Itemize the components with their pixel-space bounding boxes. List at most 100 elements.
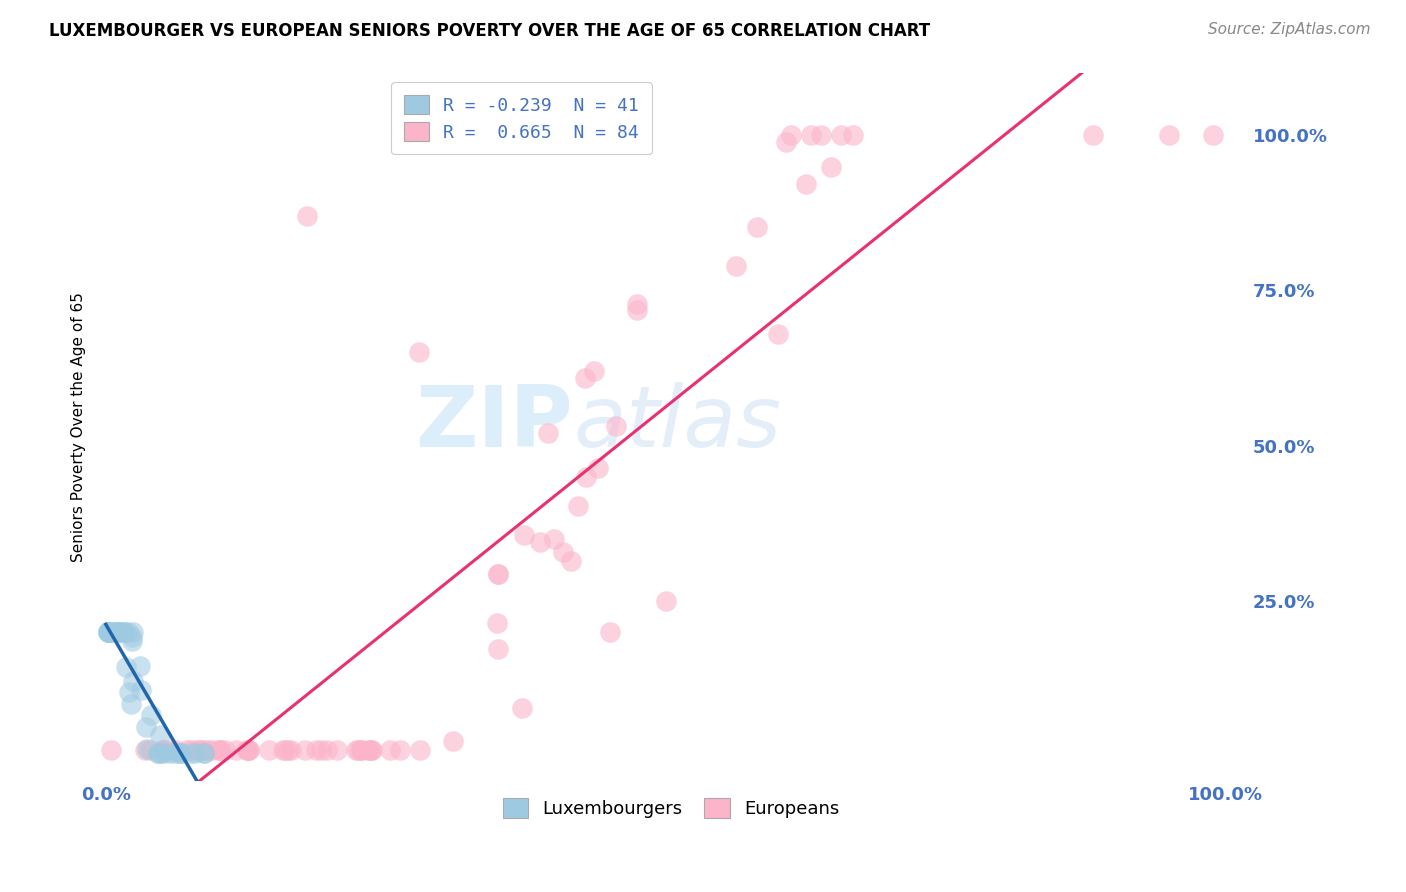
Point: [1202, 128, 1225, 142]
Point: [486, 566, 509, 581]
Point: [325, 743, 347, 757]
Point: [409, 743, 432, 757]
Point: [350, 743, 373, 757]
Point: [97, 624, 120, 639]
Point: [654, 594, 676, 608]
Point: [794, 177, 817, 191]
Point: [575, 470, 598, 484]
Point: [309, 743, 332, 757]
Point: [277, 743, 299, 757]
Point: [97, 624, 120, 639]
Point: [626, 302, 648, 317]
Point: [800, 128, 823, 142]
Point: [512, 528, 534, 542]
Point: [357, 743, 380, 757]
Point: [188, 743, 211, 757]
Point: [107, 624, 129, 639]
Point: [165, 743, 187, 757]
Point: [169, 746, 191, 760]
Point: [107, 624, 129, 639]
Point: [193, 746, 215, 760]
Text: ZIP: ZIP: [415, 382, 574, 465]
Point: [193, 746, 215, 760]
Point: [842, 128, 865, 142]
Point: [148, 746, 170, 760]
Point: [121, 634, 143, 648]
Point: [486, 615, 509, 630]
Point: [408, 345, 430, 359]
Point: [135, 720, 157, 734]
Point: [543, 532, 565, 546]
Point: [441, 733, 464, 747]
Point: [118, 685, 141, 699]
Point: [361, 743, 384, 757]
Point: [170, 746, 193, 760]
Point: [184, 746, 207, 760]
Point: [152, 746, 174, 760]
Point: [152, 743, 174, 757]
Point: [724, 259, 747, 273]
Point: [567, 499, 589, 513]
Point: [280, 743, 302, 757]
Point: [121, 624, 143, 639]
Point: [121, 630, 143, 644]
Point: [236, 743, 259, 757]
Point: [197, 743, 219, 757]
Point: [574, 371, 596, 385]
Point: [117, 624, 139, 639]
Point: [486, 642, 509, 657]
Point: [107, 624, 129, 639]
Point: [180, 746, 202, 760]
Point: [238, 743, 260, 757]
Point: [560, 554, 582, 568]
Point: [486, 566, 509, 581]
Point: [214, 743, 236, 757]
Point: [380, 743, 402, 757]
Point: [1159, 128, 1181, 142]
Point: [111, 624, 134, 639]
Point: [176, 743, 198, 757]
Point: [129, 683, 152, 698]
Point: [588, 460, 610, 475]
Point: [350, 743, 373, 757]
Point: [97, 624, 120, 639]
Point: [305, 743, 328, 757]
Point: [271, 743, 294, 757]
Point: [257, 743, 280, 757]
Point: [184, 743, 207, 757]
Point: [169, 746, 191, 760]
Point: [188, 743, 211, 757]
Point: [100, 743, 122, 757]
Point: [134, 743, 156, 757]
Point: [780, 128, 803, 142]
Point: [112, 624, 135, 639]
Point: [766, 326, 789, 341]
Point: [297, 209, 319, 223]
Text: LUXEMBOURGER VS EUROPEAN SENIORS POVERTY OVER THE AGE OF 65 CORRELATION CHART: LUXEMBOURGER VS EUROPEAN SENIORS POVERTY…: [49, 22, 931, 40]
Point: [536, 425, 558, 440]
Point: [316, 743, 339, 757]
Point: [830, 128, 852, 142]
Point: [160, 743, 183, 757]
Point: [115, 660, 138, 674]
Point: [209, 743, 232, 757]
Point: [200, 743, 222, 757]
Point: [820, 160, 842, 174]
Text: Source: ZipAtlas.com: Source: ZipAtlas.com: [1208, 22, 1371, 37]
Point: [153, 743, 176, 757]
Point: [179, 743, 201, 757]
Point: [105, 624, 128, 639]
Point: [553, 545, 575, 559]
Point: [236, 743, 259, 757]
Point: [128, 659, 150, 673]
Point: [582, 364, 605, 378]
Point: [139, 707, 162, 722]
Point: [344, 743, 367, 757]
Point: [148, 746, 170, 760]
Point: [193, 743, 215, 757]
Point: [605, 418, 627, 433]
Text: atlas: atlas: [574, 382, 782, 465]
Point: [238, 743, 260, 757]
Point: [150, 746, 173, 760]
Point: [120, 697, 142, 711]
